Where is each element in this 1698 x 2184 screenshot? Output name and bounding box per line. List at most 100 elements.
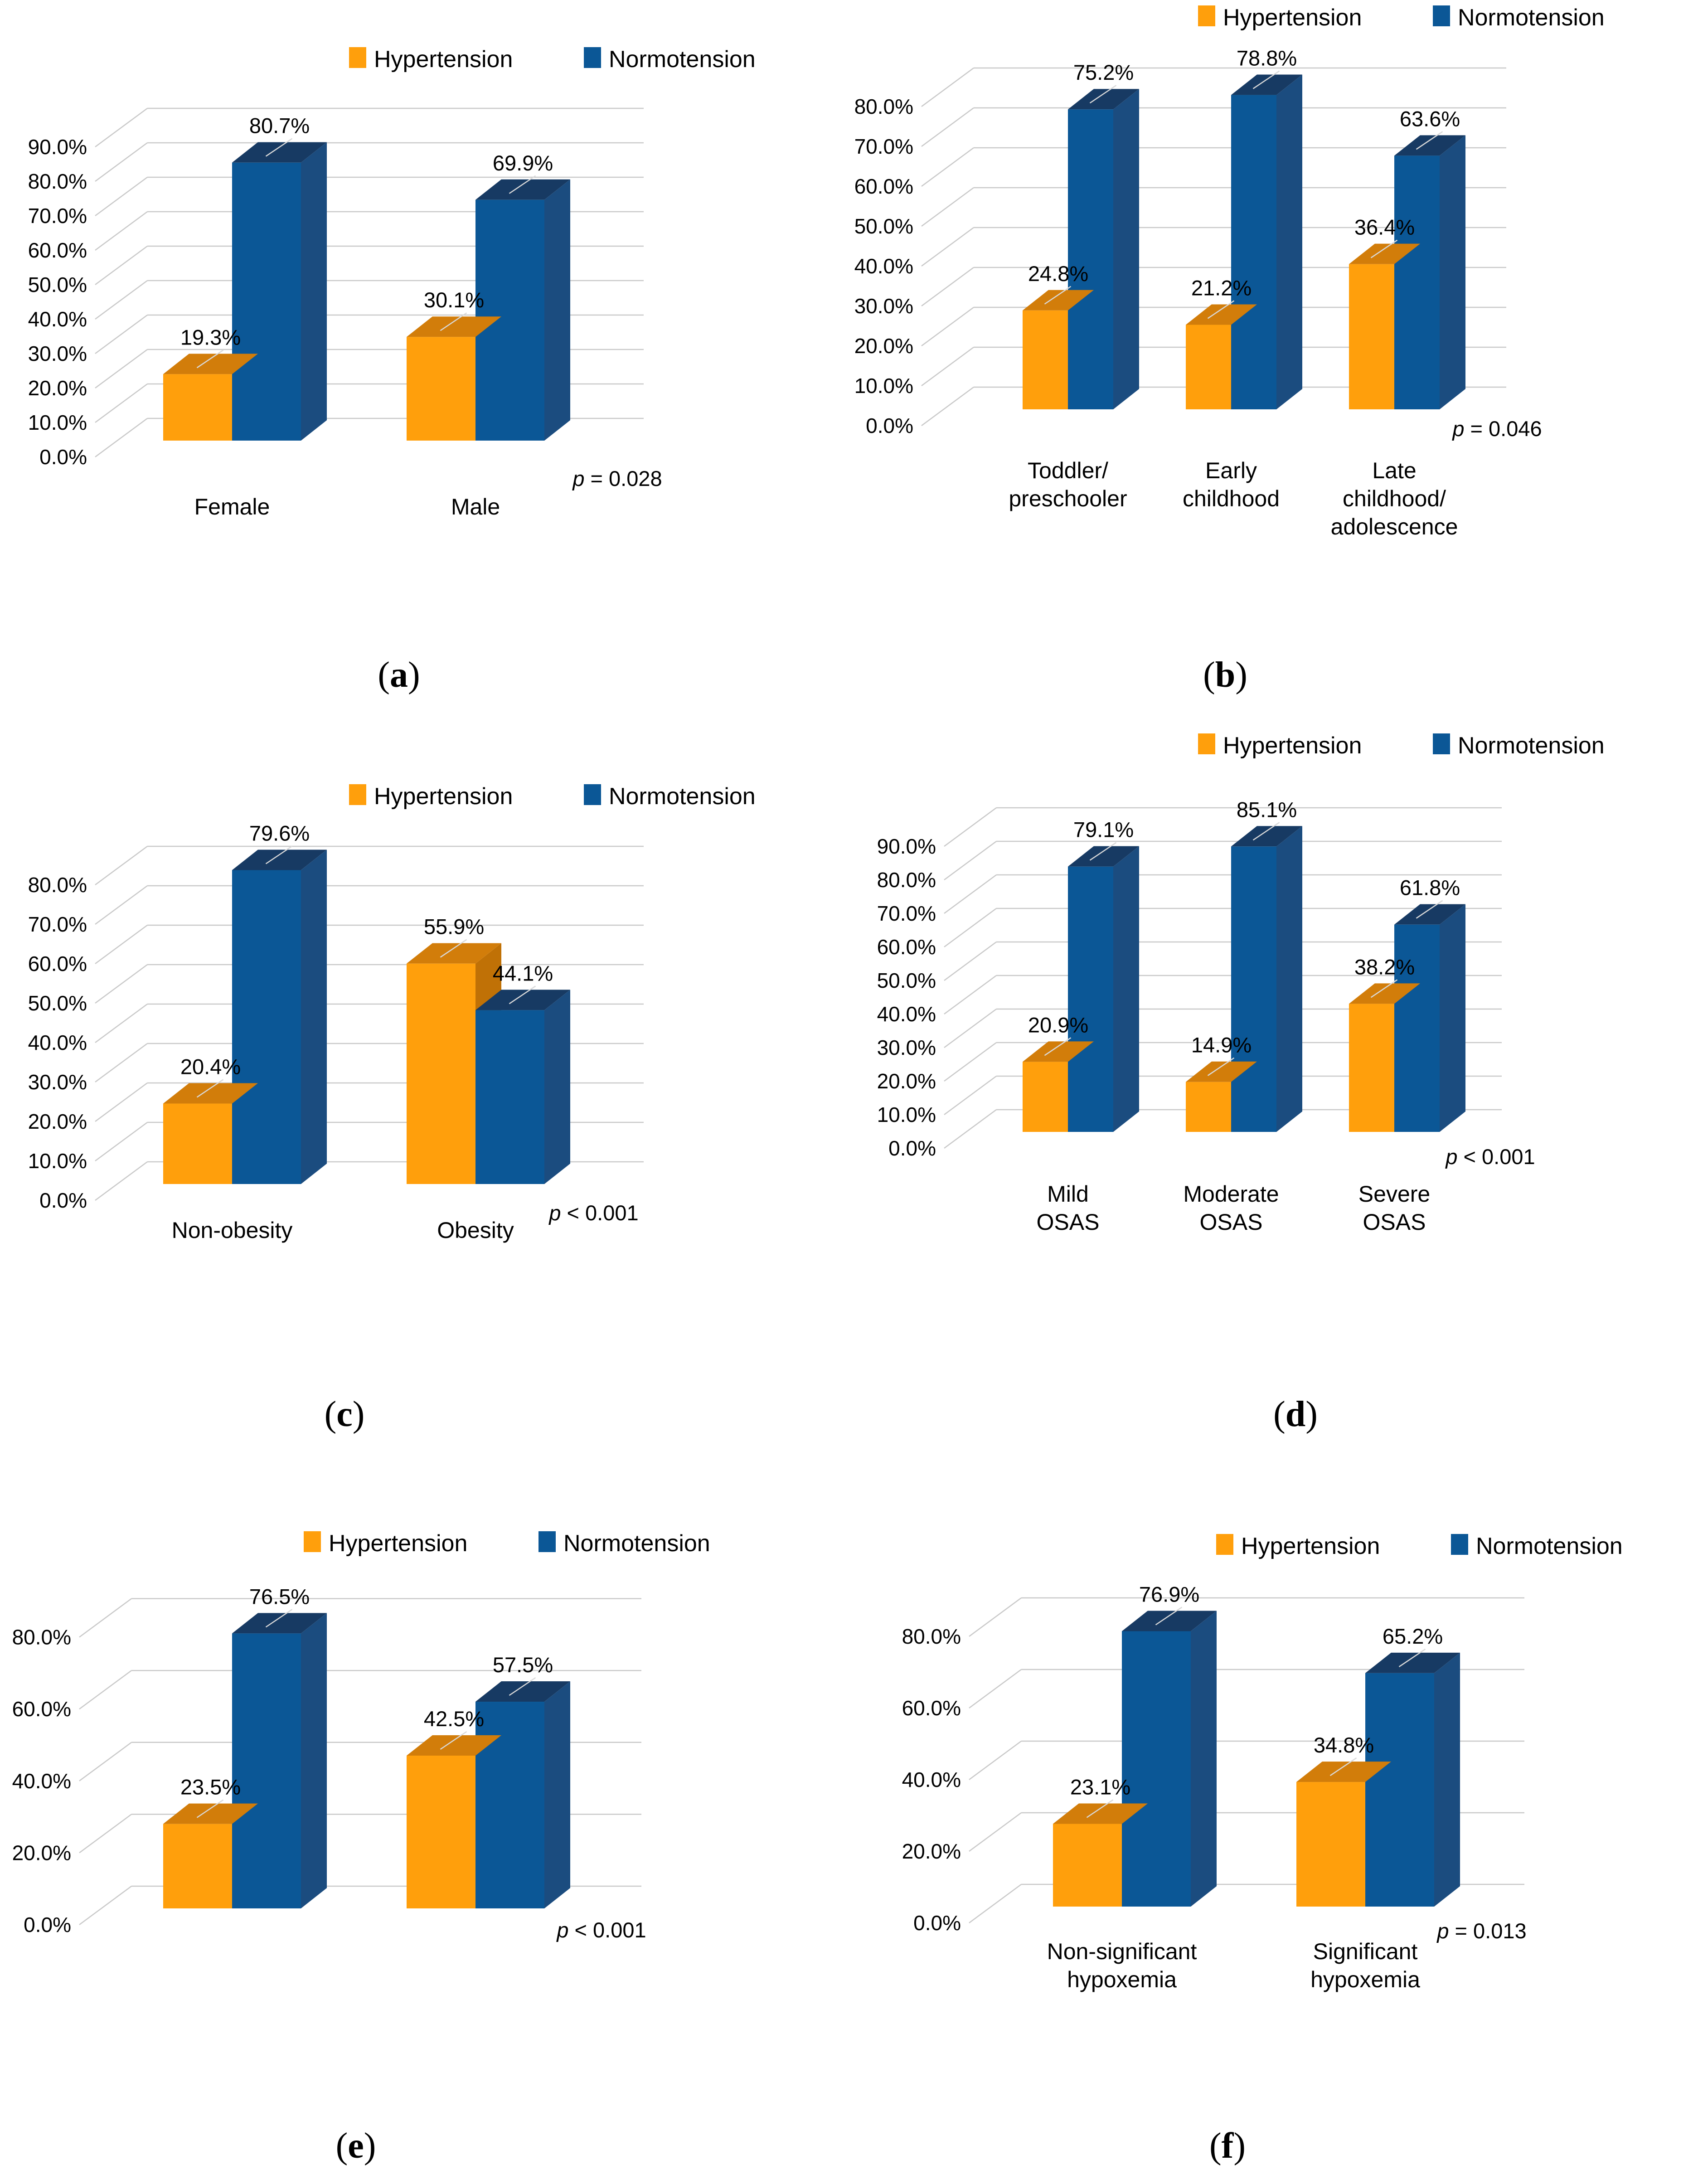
- bar-hypertension-top: [1349, 983, 1420, 1004]
- y-tick-label: 40.0%: [902, 1768, 961, 1791]
- panel-a: 90.0% 80.0% 70.0% 60.0% 50.0% 40.0% 30.0% 20.0%…: [0, 0, 849, 728]
- y-tick-label: 20.0%: [854, 334, 913, 358]
- bar-hypertension-top: [1186, 304, 1257, 325]
- grid-diagonal: [944, 840, 997, 881]
- p-value-label: p < 0.001: [556, 1918, 646, 1942]
- grid-diagonal: [921, 147, 974, 187]
- bar-normotension-top: [475, 179, 570, 200]
- value-label-hypertension: 23.1%: [1070, 1775, 1130, 1799]
- panel-caption: (e): [336, 2126, 376, 2166]
- value-label-normotension: 44.1%: [493, 961, 553, 985]
- legend-label-hypertension: Hypertension: [1241, 1533, 1380, 1559]
- bar-hypertension: [1023, 310, 1068, 409]
- bar-hypertension-top: [1296, 1762, 1391, 1782]
- label-leader-line: [440, 312, 467, 331]
- value-label-hypertension: 21.2%: [1191, 276, 1252, 300]
- legend-swatch-hypertension: [349, 47, 366, 68]
- bar-normotension: [1122, 1631, 1191, 1907]
- chart-hypoxemia: 80.0% 60.0% 40.0% 20.0% 0.0% 23.1% 76.9% 34.8% 6…: [902, 1533, 1623, 2166]
- bar-normotension-top: [1365, 1652, 1460, 1673]
- p-value-label: p = 0.028: [572, 466, 662, 490]
- bar-normotension-top: [1231, 826, 1302, 847]
- category-label: Male: [451, 494, 500, 519]
- value-label-hypertension: 36.4%: [1354, 215, 1415, 239]
- panel-d: 90.0% 80.0% 70.0% 60.0% 50.0% 40.0% 30.0% 20.0%…: [849, 728, 1698, 1456]
- bar-normotension-top: [1068, 846, 1139, 867]
- label-leader-line: [1086, 1799, 1114, 1818]
- bar-hypertension-top: [407, 316, 501, 337]
- category-label: preschooler: [1009, 486, 1127, 511]
- y-tick-label: 40.0%: [28, 1031, 87, 1054]
- panel-b: 80.0% 70.0% 60.0% 50.0% 40.0% 30.0% 20.0% 10.0%…: [849, 0, 1698, 728]
- bar-normotension: [475, 1702, 544, 1908]
- label-leader-line: [1155, 1606, 1183, 1626]
- y-tick-label: 60.0%: [902, 1696, 961, 1720]
- value-label-normotension: 76.5%: [249, 1584, 310, 1608]
- bar-normotension-top: [1394, 135, 1465, 156]
- grid-diagonal: [95, 245, 148, 286]
- bar-normotension: [1068, 866, 1113, 1132]
- grid-diagonal: [79, 1814, 132, 1854]
- panel-caption: (c): [325, 1394, 365, 1434]
- grid-diagonal: [95, 349, 148, 389]
- y-tick-label: 30.0%: [854, 294, 913, 318]
- bar-hypertension-top: [163, 1083, 258, 1104]
- category-label: Female: [194, 494, 270, 519]
- y-tick-label: 60.0%: [12, 1697, 71, 1721]
- bar-hypertension: [1186, 325, 1231, 409]
- grid-diagonal: [921, 306, 974, 347]
- value-label-normotension: 85.1%: [1237, 797, 1297, 821]
- bar-hypertension-top: [1349, 243, 1420, 264]
- grid-diagonal: [944, 1109, 997, 1149]
- bar-normotension-right: [544, 179, 570, 441]
- grid-diagonal: [95, 1082, 148, 1122]
- legend-label-normotension: Normotension: [609, 783, 756, 810]
- bar-normotension: [1231, 95, 1276, 409]
- y-tick-label: 0.0%: [39, 445, 87, 469]
- grid-diagonal: [95, 845, 148, 886]
- category-label: Severe: [1358, 1181, 1430, 1207]
- label-leader-line: [1416, 900, 1443, 919]
- grid-diagonal: [79, 1742, 132, 1781]
- value-label-hypertension: 20.4%: [180, 1055, 241, 1079]
- grid-diagonal: [969, 1883, 1022, 1924]
- label-leader-line: [509, 175, 536, 194]
- grid-diagonal: [95, 383, 148, 423]
- category-label: Early: [1205, 458, 1257, 483]
- grid-diagonal: [944, 1042, 997, 1082]
- label-leader-line: [1089, 842, 1117, 861]
- value-label-normotension: 63.6%: [1400, 107, 1460, 131]
- panel-caption: (a): [378, 655, 420, 695]
- chart-unlabeled: 80.0% 60.0% 40.0% 20.0% 0.0% 23.5% 76.5% 42.5% 5…: [12, 1530, 710, 2166]
- bar-hypertension: [407, 963, 475, 1184]
- legend-label-hypertension: Hypertension: [329, 1530, 467, 1557]
- bar-hypertension-top: [163, 1803, 258, 1824]
- legend-label-hypertension: Hypertension: [1223, 5, 1362, 31]
- legend-swatch-hypertension: [349, 784, 366, 805]
- legend-swatch-normotension: [539, 1531, 556, 1552]
- value-label-normotension: 65.2%: [1383, 1624, 1443, 1648]
- y-tick-label: 0.0%: [888, 1136, 936, 1160]
- grid-diagonal: [95, 1161, 148, 1201]
- category-label: Late: [1372, 458, 1416, 483]
- label-leader-line: [1329, 1757, 1357, 1776]
- label-leader-line: [196, 1079, 224, 1098]
- bar-normotension-right: [544, 990, 570, 1184]
- grid-diagonal: [921, 67, 974, 107]
- grid-diagonal: [944, 975, 997, 1015]
- category-label: adolescence: [1331, 514, 1458, 539]
- y-tick-label: 20.0%: [12, 1841, 71, 1864]
- grid-diagonal: [944, 1075, 997, 1116]
- y-tick-label: 30.0%: [28, 1070, 87, 1094]
- value-label-normotension: 80.7%: [249, 114, 310, 138]
- category-label: childhood/: [1343, 486, 1446, 511]
- panel-caption: (b): [1203, 655, 1247, 695]
- bar-hypertension-top: [1023, 1041, 1094, 1062]
- y-tick-label: 60.0%: [28, 238, 87, 262]
- panel-caption: (f): [1209, 2126, 1246, 2166]
- bar-normotension-top: [1394, 904, 1465, 925]
- value-label-normotension: 57.5%: [493, 1653, 553, 1677]
- y-tick-label: 20.0%: [902, 1839, 961, 1863]
- p-value-label: p < 0.001: [548, 1201, 638, 1225]
- grid-diagonal: [95, 964, 148, 1004]
